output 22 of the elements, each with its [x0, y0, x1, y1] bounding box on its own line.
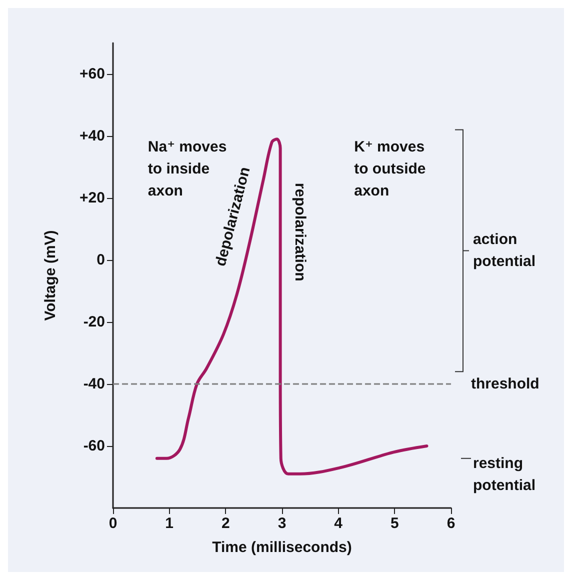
y-tick-label: +40: [80, 128, 105, 144]
x-tick-label: 2: [221, 515, 230, 532]
x-tick-label: 6: [446, 515, 456, 532]
x-tick-label: 4: [334, 515, 344, 532]
y-tick-label: +20: [80, 190, 105, 206]
text: action potential: [473, 231, 536, 270]
y-tick-label: -60: [83, 438, 105, 454]
annotation: repolarization: [292, 182, 309, 282]
y-axis-title: Voltage (mV): [42, 230, 59, 321]
y-tick-label: -40: [83, 376, 105, 392]
y-tick-label: 0: [96, 252, 105, 268]
annotation: Na⁺ moves to inside axon: [148, 138, 227, 200]
x-tick-label: 1: [165, 515, 174, 532]
annotation: K⁺ moves to outside axon: [354, 138, 426, 200]
x-tick-label: 5: [390, 515, 399, 532]
y-tick-label: -20: [83, 314, 105, 330]
x-axis-title: Time (milliseconds): [212, 539, 352, 556]
text: resting potential: [473, 454, 536, 494]
x-tick-label: 3: [278, 515, 286, 532]
y-tick-label: +60: [80, 66, 105, 82]
x-tick-label: 0: [108, 515, 118, 532]
ref-line-label: threshold: [471, 376, 540, 392]
